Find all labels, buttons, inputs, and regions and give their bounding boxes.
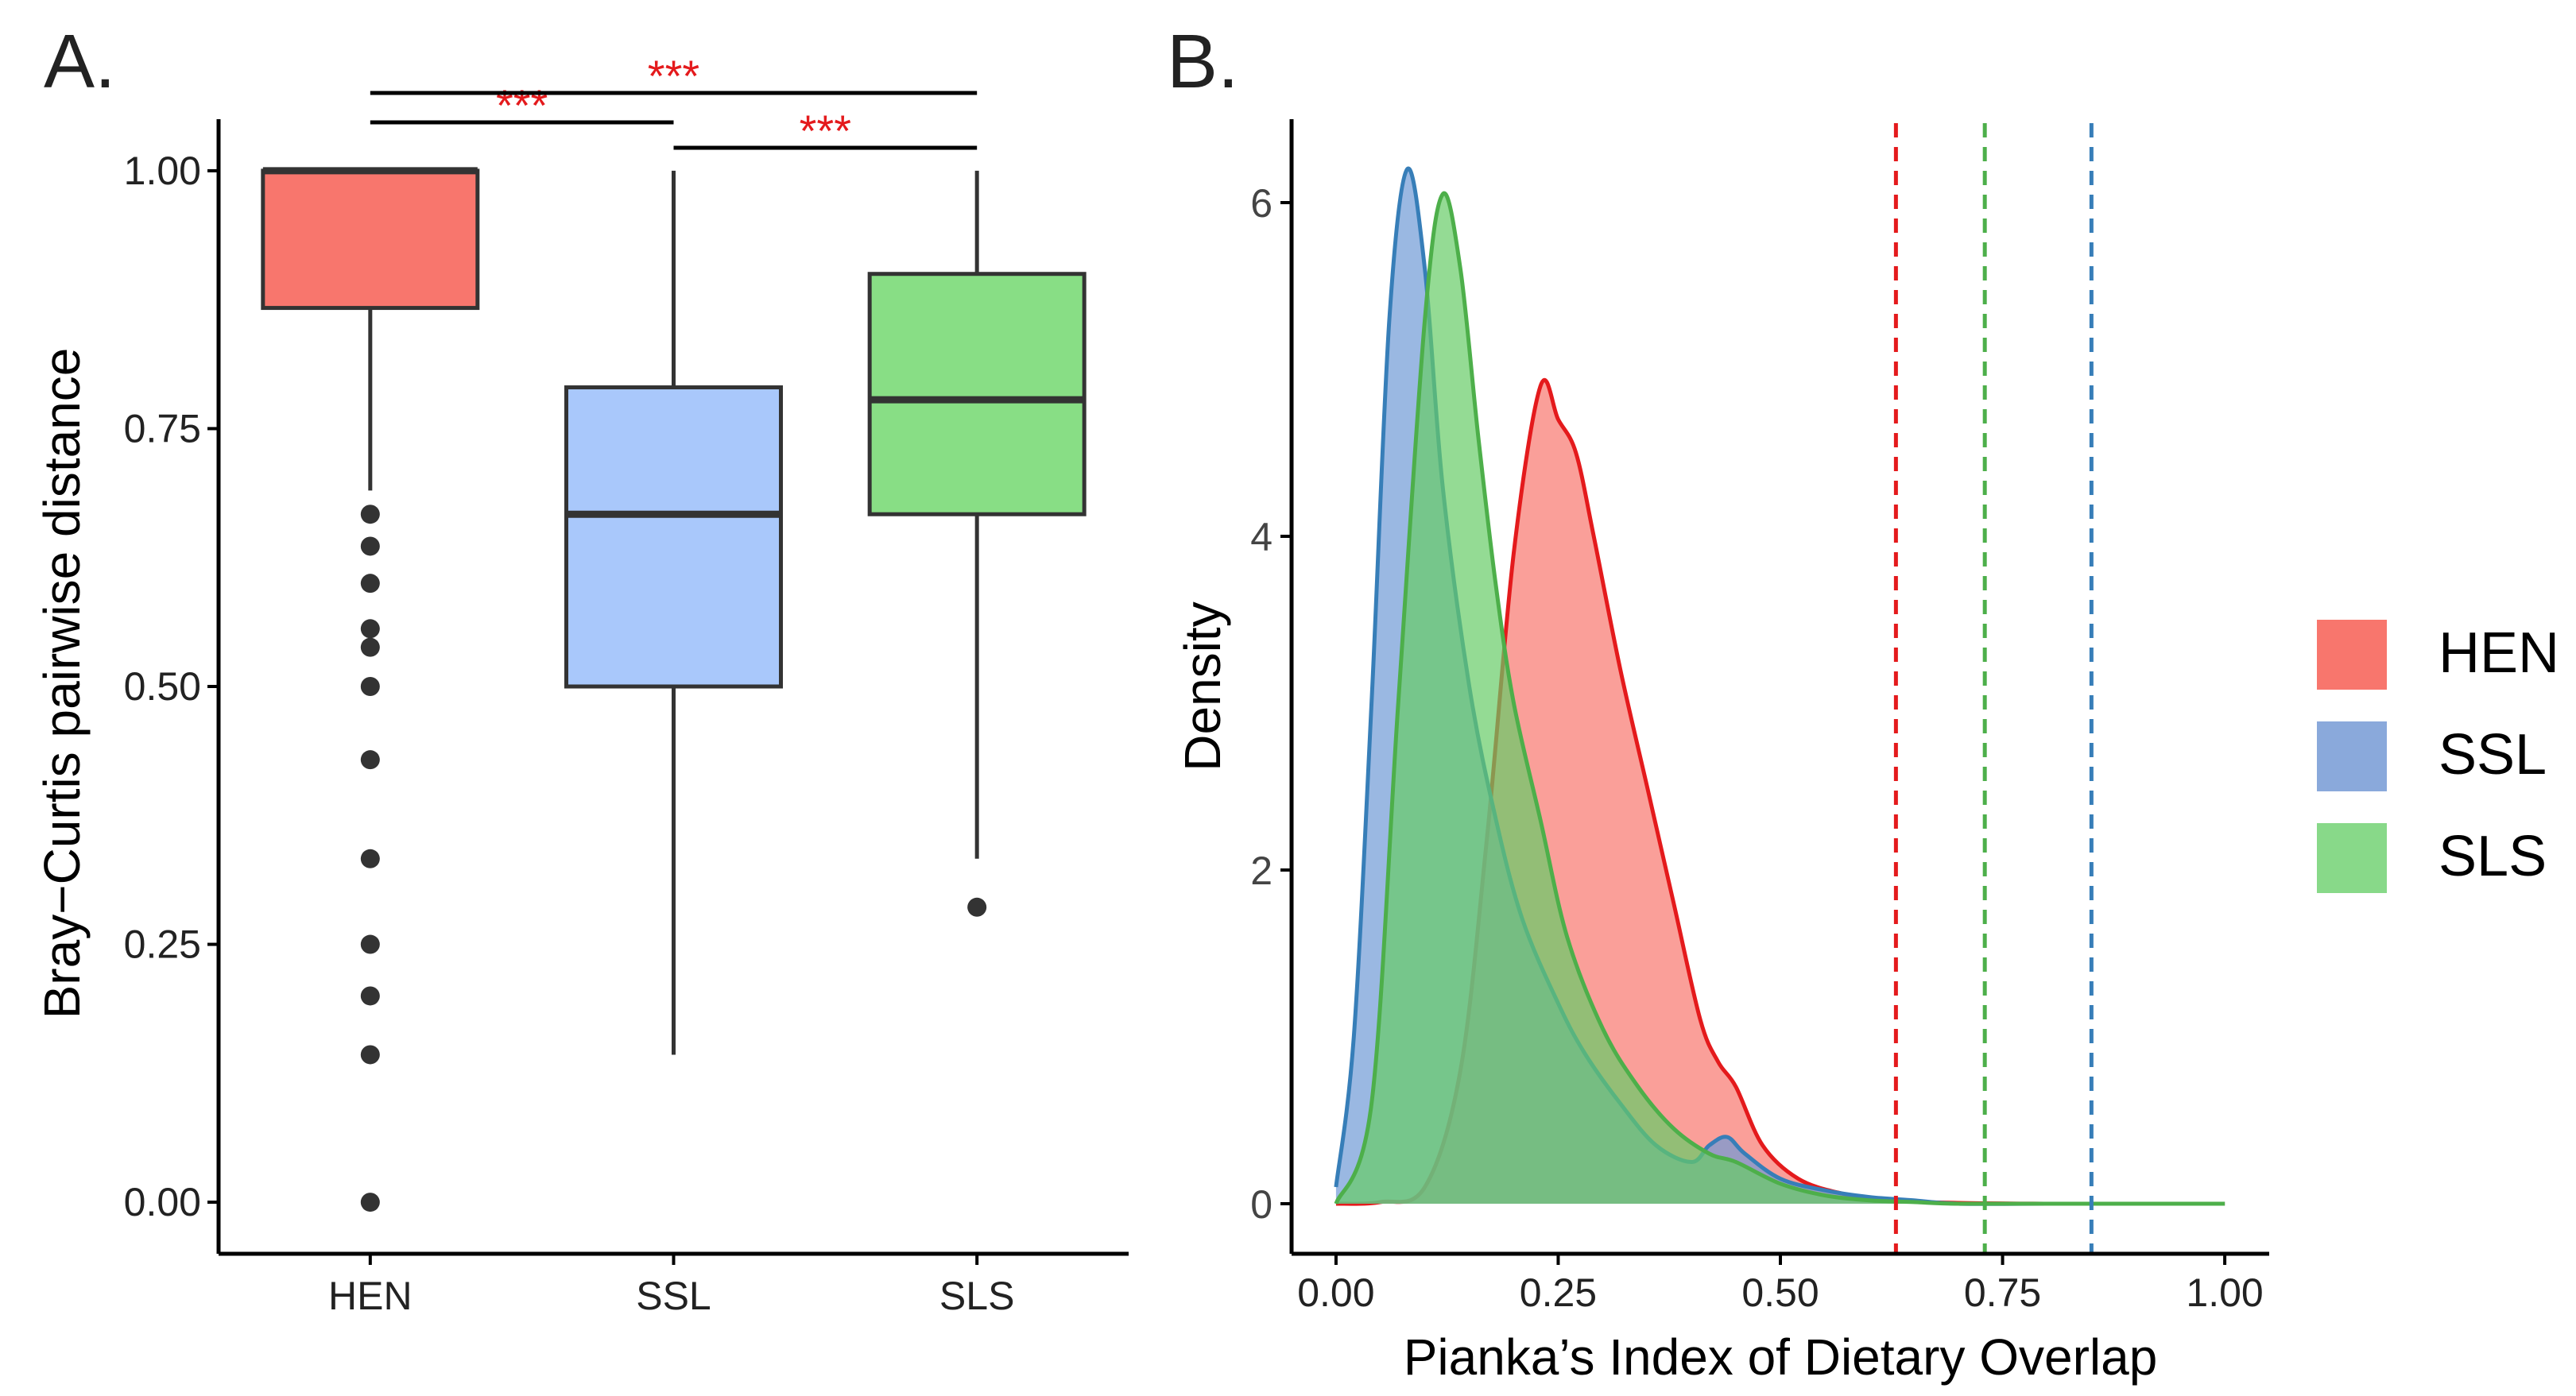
x-tick-label: 0.25 [1520,1270,1597,1315]
y-tick-label: 0.00 [124,1180,201,1224]
outlier-point [360,934,380,954]
outlier-point [967,897,987,917]
legend-label: SSL [2438,723,2547,787]
y-tick-label: 6 [1250,181,1273,226]
legend-item-ssl: SSL [2317,721,2547,791]
significance-label: *** [800,106,851,156]
panel-a-x-ticks: HEN SSL SLS [328,1254,1014,1318]
outlier-point [360,986,380,1006]
legend-label: SLS [2438,825,2547,888]
x-tick-label: SLS [939,1274,1015,1318]
box-ssl [564,170,783,1055]
x-tick-label: HEN [328,1274,413,1318]
significance-brackets: *** *** *** [370,51,978,156]
significance-label: *** [648,51,699,101]
x-tick-label: SSL [636,1274,711,1318]
mean-lines [1893,123,2094,1254]
panel-b-y-axis-title: Density [1174,601,1231,771]
panel-a-plot-area [261,167,1087,1212]
y-tick-label: 0.75 [124,406,201,451]
y-tick-label: 0 [1250,1182,1273,1227]
outlier-point [360,574,380,594]
outlier-point [360,505,380,524]
outlier-point [360,637,380,657]
legend: HEN SSL SLS [2317,620,2559,893]
legend-item-sls: SLS [2317,823,2547,893]
legend-swatch [2317,721,2387,791]
outlier-point [360,1193,380,1212]
significance-label: *** [496,80,548,130]
outlier-point [360,536,380,556]
panel-b-x-ticks: 0.00 0.25 0.50 0.75 1.00 [1297,1254,2264,1315]
outlier-point [360,1045,380,1065]
x-tick-label: 0.75 [1964,1270,2041,1315]
y-tick-label: 0.50 [124,664,201,709]
box-iqr [564,385,783,689]
y-tick-label: 1.00 [124,149,201,193]
legend-swatch [2317,823,2387,893]
y-tick-label: 4 [1250,515,1273,559]
x-tick-label: 0.00 [1297,1270,1374,1315]
panel-b-y-ticks: 0 2 4 6 [1250,181,1292,1227]
box-sls [867,170,1087,917]
x-tick-label: 0.50 [1741,1270,1819,1315]
panel-b-plot-area [1334,166,2225,1206]
panel-b: B. 0 2 4 6 0.00 0.25 0.50 0.75 1.00 Pianka’s In… [1167,19,2269,1386]
density-line [1334,191,2225,1206]
panel-a-label: A. [44,19,116,104]
panel-a: A. 0.000.250.500.751.00 HEN SSL SLS ******… [33,19,1129,1318]
box-hen [261,167,480,1212]
outlier-point [360,849,380,868]
y-tick-label: 0.25 [124,922,201,967]
panel-b-x-axis-title: Pianka’s Index of Dietary Overlap [1404,1328,2158,1386]
panel-a-y-ticks: 0.00 0.25 0.50 0.75 1.00 [124,149,219,1224]
panel-a-y-axis-title: Bray−Curtis pairwise distance [33,348,91,1019]
y-tick-label: 2 [1250,849,1273,893]
legend-label: HEN [2438,621,2559,685]
density-area [1335,193,2225,1205]
density-sls [1334,191,2225,1206]
outlier-point [360,677,380,696]
outlier-point [360,750,380,770]
box-iqr [867,272,1087,516]
box-iqr [261,168,480,311]
legend-swatch [2317,620,2387,690]
x-tick-label: 1.00 [2186,1270,2263,1315]
outlier-point [360,619,380,639]
panel-b-label: B. [1167,19,1239,104]
legend-item-hen: HEN [2317,620,2559,690]
